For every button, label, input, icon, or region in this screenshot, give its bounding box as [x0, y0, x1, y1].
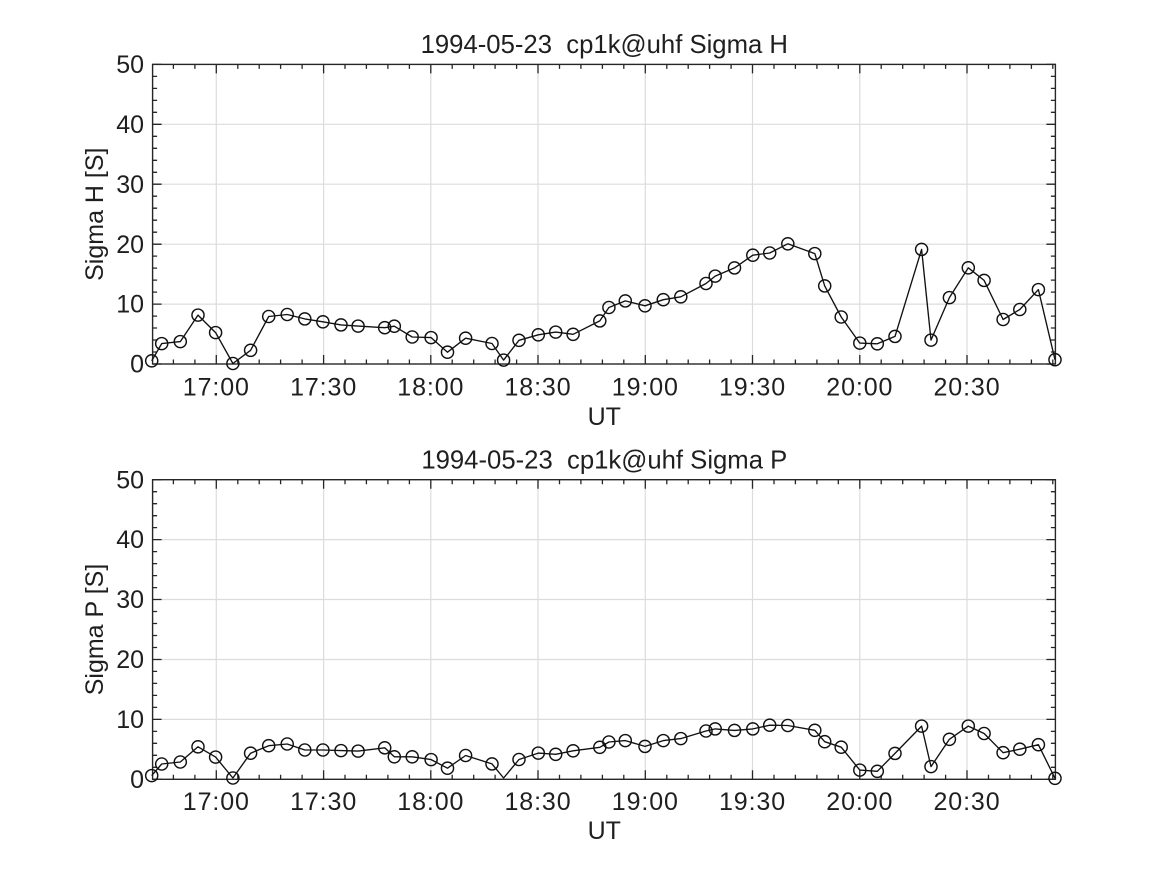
svg-text:Sigma H [S]: Sigma H [S] [81, 148, 109, 281]
svg-text:UT: UT [588, 817, 621, 845]
svg-text:19:00: 19:00 [612, 788, 679, 816]
svg-text:20: 20 [116, 646, 144, 674]
svg-text:50: 50 [116, 51, 144, 79]
svg-text:19:00: 19:00 [612, 373, 679, 401]
svg-text:20:30: 20:30 [933, 788, 1000, 816]
svg-text:17:30: 17:30 [290, 373, 357, 401]
svg-text:20:30: 20:30 [933, 373, 1000, 401]
svg-text:17:00: 17:00 [183, 788, 250, 816]
svg-text:18:00: 18:00 [397, 373, 464, 401]
svg-text:0: 0 [130, 766, 144, 794]
svg-text:20:00: 20:00 [826, 788, 893, 816]
svg-text:40: 40 [116, 111, 144, 139]
svg-text:10: 10 [116, 706, 144, 734]
svg-text:1994-05-23 cp1k@uhf Sigma P: 1994-05-23 cp1k@uhf Sigma P [421, 447, 787, 475]
svg-text:20: 20 [116, 231, 144, 259]
svg-text:0: 0 [130, 351, 144, 379]
svg-text:19:30: 19:30 [719, 788, 786, 816]
svg-text:10: 10 [116, 291, 144, 319]
svg-text:19:30: 19:30 [719, 373, 786, 401]
svg-text:20:00: 20:00 [826, 373, 893, 401]
svg-text:1994-05-23 cp1k@uhf Sigma H: 1994-05-23 cp1k@uhf Sigma H [421, 31, 788, 59]
svg-text:18:30: 18:30 [504, 788, 571, 816]
svg-text:UT: UT [588, 403, 621, 431]
svg-text:18:30: 18:30 [504, 373, 571, 401]
svg-text:30: 30 [116, 171, 144, 199]
svg-text:30: 30 [116, 586, 144, 614]
svg-text:18:00: 18:00 [397, 788, 464, 816]
svg-text:40: 40 [116, 526, 144, 554]
svg-text:17:00: 17:00 [183, 373, 250, 401]
svg-text:17:30: 17:30 [290, 788, 357, 816]
svg-text:50: 50 [116, 466, 144, 494]
svg-text:Sigma P [S]: Sigma P [S] [81, 564, 109, 696]
